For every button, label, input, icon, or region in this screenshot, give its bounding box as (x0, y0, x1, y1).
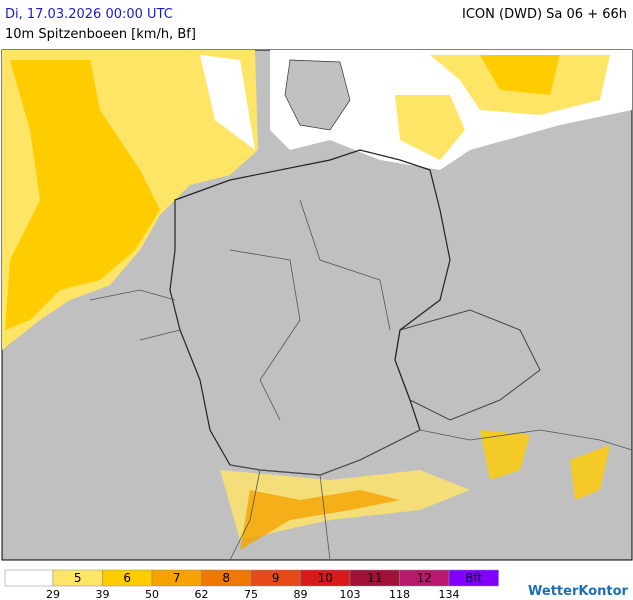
alps-wind-strong (240, 490, 400, 550)
sea-calm (200, 55, 255, 150)
legend-label: Bft (465, 571, 482, 585)
legend-threshold: 39 (96, 588, 110, 600)
parameter: 10m Spitzenboeen [km/h, Bf] (5, 27, 196, 42)
model-run: ICON (DWD) Sa 06 + 66h (462, 7, 627, 22)
legend-threshold: 62 (195, 588, 209, 600)
map (1, 49, 633, 561)
legend-label: 7 (173, 571, 181, 585)
logo: WetterKontor (528, 584, 629, 599)
baltic-wind-strong (480, 55, 560, 95)
denmark (284, 59, 351, 131)
east-wind-2 (570, 445, 610, 500)
legend-label: 10 (318, 571, 333, 585)
sea-wind-strong (5, 60, 160, 330)
legend-threshold: 134 (439, 588, 460, 600)
legend-threshold: 103 (340, 588, 361, 600)
legend-threshold: 75 (244, 588, 258, 600)
legend-label: 8 (222, 571, 230, 585)
legend-threshold: 29 (46, 588, 60, 600)
legend-swatch (448, 569, 499, 587)
legend-threshold: 89 (294, 588, 308, 600)
legend-swatch (4, 569, 54, 587)
baltic-wind-2 (395, 95, 465, 160)
germany-border (169, 149, 451, 476)
region-borders (89, 199, 633, 561)
valid-time: Di, 17.03.2026 00:00 UTC (5, 7, 173, 22)
legend-label: 9 (272, 571, 280, 585)
legend-label: 6 (123, 571, 131, 585)
legend-threshold: 118 (389, 588, 410, 600)
legend-label: 5 (74, 571, 82, 585)
legend-label: 11 (367, 571, 382, 585)
legend-label: 12 (417, 571, 432, 585)
legend-threshold: 50 (145, 588, 159, 600)
east-wind (480, 430, 530, 480)
